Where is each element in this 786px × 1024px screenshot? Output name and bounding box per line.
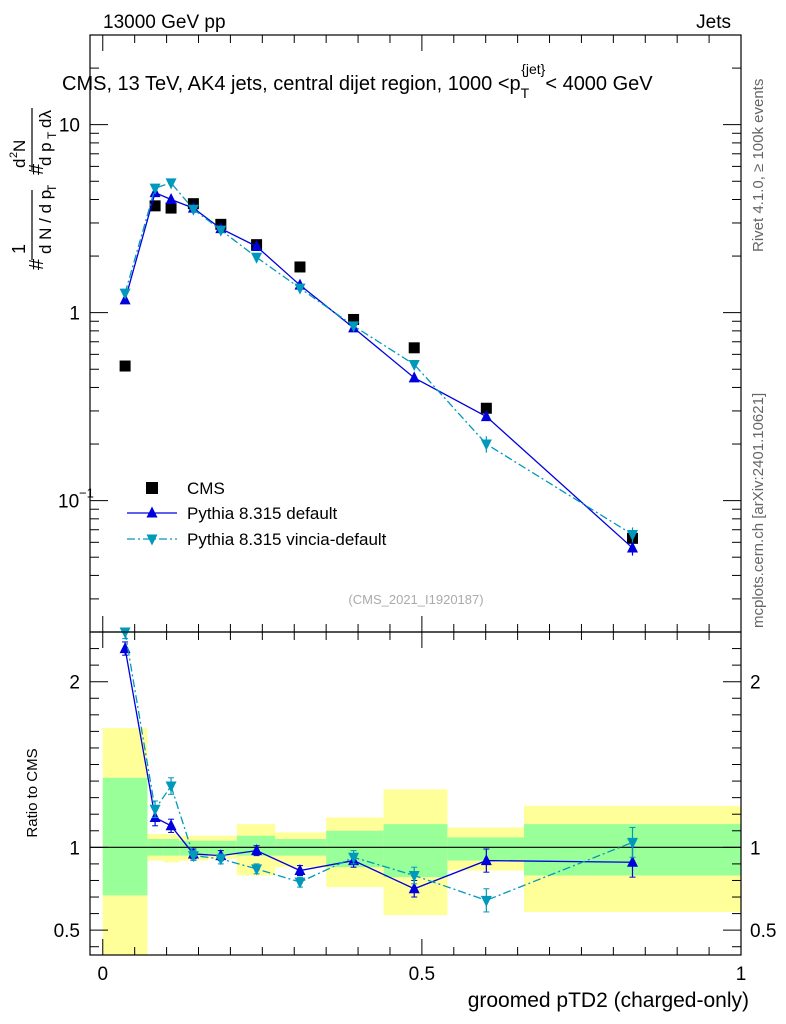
legend: CMS Pythia 8.315 default Pythia 8.315 vinc… (127, 479, 387, 549)
ratio-point (480, 895, 492, 907)
data-point (215, 225, 227, 237)
ratio-y-tick-label: 1 (69, 838, 80, 859)
main-y-tick-exponent: −1 (79, 486, 94, 501)
data-point (480, 410, 492, 422)
ratio-point (627, 855, 638, 867)
ratio-y-tick-label-right: 0.5 (750, 921, 776, 942)
ratio-point (187, 851, 199, 863)
ratio-point (480, 854, 492, 866)
svg-text:d p: d p (36, 142, 55, 166)
ratio-point (348, 852, 360, 864)
ratio-y-tick-label-right: 1 (750, 838, 761, 859)
data-point (627, 530, 638, 542)
side-label-rivet: Rivet 4.1.0, ≥ 100k events (750, 79, 767, 252)
title-tail: < 4000 GeV (545, 73, 653, 95)
legend-label: CMS (187, 479, 225, 498)
data-point (348, 321, 360, 333)
data-point (480, 402, 492, 414)
svg-text:T: T (45, 184, 59, 192)
main-y-tick-label: 10 (59, 116, 80, 137)
ratio-y-tick-label-right: 2 (750, 673, 761, 694)
title-main: CMS, 13 TeV, AK4 jets, central dijet reg… (62, 73, 521, 95)
data-point (294, 283, 306, 295)
ratio-y-tick-label: 0.5 (54, 921, 80, 942)
legend-marker-cms (146, 482, 158, 494)
svg-text:dλ: dλ (36, 110, 55, 128)
data-point (119, 360, 131, 372)
x-axis-label: groomed pTD2 (charged-only) (468, 989, 749, 1012)
analysis-watermark: (CMS_2021_I1920187) (348, 592, 483, 607)
legend-marker-vincia (146, 534, 158, 546)
ratio-point (627, 837, 638, 849)
side-label-mcplots: mcplots.cern.ch [arXiv:2401.10621] (750, 393, 767, 628)
data-point (165, 202, 177, 214)
ratio-point (408, 882, 420, 894)
data-point (149, 200, 161, 212)
ratio-point (294, 877, 306, 889)
ratio-series-line (124, 631, 633, 902)
main-y-axis-label: # 1 d N / d p T # d2N d p T dλ (8, 108, 59, 270)
ratio-point (165, 781, 177, 793)
ratio-plot-frame (89, 631, 742, 956)
ratio-point (408, 870, 420, 882)
ratio-band-inner (102, 777, 148, 896)
main-y-tick-label: 1 (69, 304, 80, 325)
data-point (408, 371, 420, 383)
ratio-y-label: Ratio to CMS (24, 748, 41, 837)
data-point (149, 183, 161, 195)
x-tick-label: 0.5 (409, 964, 435, 985)
data-point (119, 288, 131, 300)
plot-title: CMS, 13 TeV, AK4 jets, central dijet reg… (62, 61, 653, 101)
data-point (408, 342, 420, 354)
data-point (165, 178, 177, 190)
legend-marker-default (146, 506, 158, 518)
data-point (251, 252, 263, 264)
data-point (348, 313, 360, 325)
ratio-point (119, 627, 131, 639)
svg-text:T: T (45, 131, 59, 139)
ratio-point (215, 854, 227, 866)
data-point (408, 359, 420, 371)
main-y-tick-label: 10 (58, 492, 79, 513)
data-point (251, 239, 263, 251)
data-point (627, 541, 638, 553)
title-sup-jet: {jet} (521, 61, 545, 77)
legend-label: Pythia 8.315 vincia-default (187, 530, 387, 549)
ratio-point (165, 819, 177, 831)
header-left: 13000 GeV pp (103, 12, 226, 33)
header-right: Jets (696, 12, 731, 33)
ratio-point (251, 844, 263, 856)
data-point (480, 439, 492, 451)
series-line (124, 182, 633, 536)
svg-text:2: 2 (8, 152, 20, 158)
title-sub-T: T (521, 85, 530, 101)
x-tick-label: 0 (97, 964, 108, 985)
ratio-point (251, 864, 263, 876)
data-point (165, 192, 177, 204)
ratio-point (294, 864, 306, 876)
ratio-band-inner (383, 824, 448, 878)
svg-text:N: N (10, 140, 29, 152)
legend-label: Pythia 8.315 default (187, 504, 338, 523)
svg-text:#: # (26, 258, 48, 270)
svg-text:d N / d p: d N / d p (36, 190, 55, 254)
svg-text:d: d (10, 159, 29, 168)
x-tick-label: 1 (736, 964, 747, 985)
svg-text:1: 1 (9, 244, 29, 254)
data-point (187, 204, 199, 216)
ratio-y-tick-label: 2 (69, 673, 80, 694)
ratio-point (149, 804, 161, 816)
data-point (294, 261, 306, 273)
